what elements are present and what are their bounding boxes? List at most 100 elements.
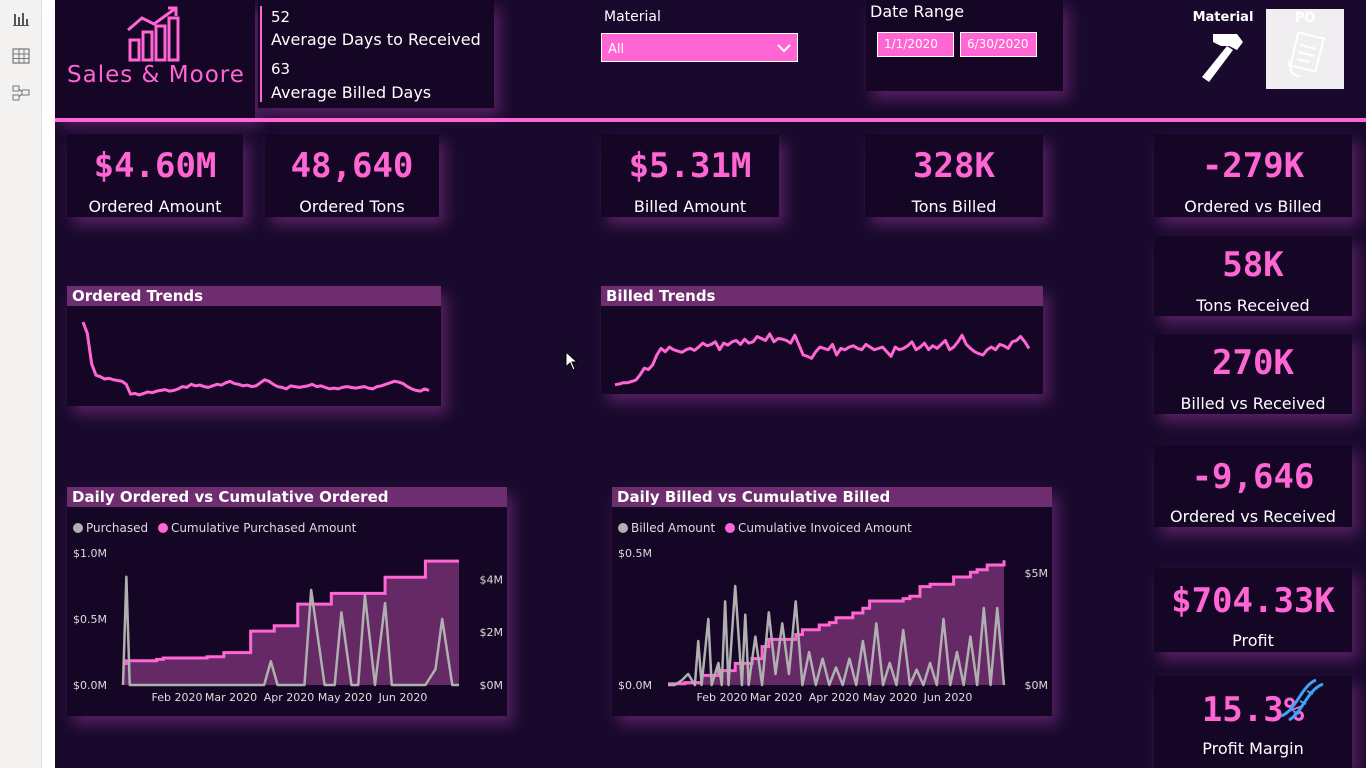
hammer-icon <box>1202 34 1243 82</box>
report-view-icon[interactable] <box>12 11 30 27</box>
daily-ordered-y-left-tick: $0.5M <box>73 613 107 626</box>
daily-ordered-cumulative-line <box>123 559 459 665</box>
date-range-slicer: Date Range 1/1/2020 6/30/2020 <box>866 0 1063 91</box>
daily-ordered-x-tick: May 2020 <box>318 691 372 704</box>
card-divider <box>260 6 262 102</box>
document-icon <box>1287 31 1325 78</box>
tons-billed-value: 328K <box>913 146 995 186</box>
logo-panel: Sales & Moore <box>55 0 255 118</box>
brand-name: Sales & Moore <box>67 62 245 88</box>
material-nav-button[interactable]: Material <box>1191 8 1255 90</box>
billed-vs-received-card: 270K Billed vs Received <box>1154 334 1352 414</box>
profit-margin-card: 15.3% Profit Margin <box>1154 676 1352 768</box>
daily-ordered-y-right-tick: $0M <box>480 679 504 692</box>
left-nav-bar <box>0 0 42 768</box>
legend-purchased: Purchased <box>86 521 149 535</box>
material-slicer-label: Material <box>604 9 661 25</box>
ordered-trends-panel: Ordered Trends <box>67 286 441 406</box>
legend-dot-cumulative-invoiced <box>725 523 736 533</box>
ordered-vs-billed-card: -279K Ordered vs Billed <box>1154 134 1352 217</box>
legend-cumulative-purchased: Cumulative Purchased Amount <box>170 521 357 535</box>
report-canvas: Sales & Moore 52 Average Days to Receive… <box>55 0 1366 768</box>
ordered-amount-label: Ordered Amount <box>88 197 222 216</box>
avg-days-received-value: 52 <box>271 8 291 26</box>
billed-vs-received-value: 270K <box>1212 343 1294 383</box>
daily-billed-daily-line <box>668 584 1006 687</box>
ordered-amount-card: $4.60M Ordered Amount <box>67 134 243 217</box>
daily-billed-x-tick: Feb 2020 <box>697 691 748 704</box>
legend-dot-cumulative-purchased <box>157 523 168 533</box>
daily-ordered-y-left-tick: $1.0M <box>73 547 107 560</box>
data-view-icon[interactable] <box>12 48 30 64</box>
billed-vs-received-label: Billed vs Received <box>1180 394 1326 413</box>
daily-billed-legend: Billed Amount Cumulative Invoiced Amount <box>618 521 912 535</box>
daily-ordered-y-left-tick: $0.0M <box>73 679 107 692</box>
tons-billed-card: 328K Tons Billed <box>865 134 1043 217</box>
daily-ordered-cumulative-area <box>123 561 459 685</box>
profit-label: Profit <box>1232 631 1274 650</box>
daily-ordered-x-tick: Jun 2020 <box>378 691 428 704</box>
profit-card: $704.33K Profit <box>1154 568 1352 652</box>
tons-billed-label: Tons Billed <box>911 197 997 216</box>
daily-ordered-chart: $0.0M $0.5M $1.0M $0M $2M $4M Feb 2020 Mar 2020… <box>73 547 504 704</box>
billed-trends-title: Billed Trends <box>601 286 1043 306</box>
billed-amount-card: $5.31M Billed Amount <box>601 134 779 217</box>
legend-billed-amount: Billed Amount <box>631 521 716 535</box>
chevron-down-icon <box>777 44 791 53</box>
daily-ordered-panel: Daily Ordered vs Cumulative Ordered Purc… <box>67 487 507 716</box>
billed-amount-label: Billed Amount <box>633 197 747 216</box>
profit-margin-value: 15.3% <box>1201 690 1305 730</box>
canvas-gutter <box>42 0 55 768</box>
profit-value: $704.33K <box>1171 581 1335 621</box>
model-view-icon[interactable] <box>12 85 30 101</box>
po-nav-button-label: PO <box>1294 11 1316 26</box>
daily-ordered-x-tick: Apr 2020 <box>264 691 315 704</box>
billed-amount-value: $5.31M <box>628 146 752 186</box>
ordered-trends-chart <box>81 321 430 397</box>
header-divider <box>55 118 1366 122</box>
ordered-vs-received-card: -9,646 Ordered vs Received <box>1154 445 1352 527</box>
daily-billed-panel: Daily Billed vs Cumulative Billed Billed… <box>612 487 1052 716</box>
daily-billed-x-tick: Mar 2020 <box>750 691 802 704</box>
billed-trends-series-line <box>614 332 1031 387</box>
ordered-trends-title: Ordered Trends <box>67 286 441 306</box>
daily-ordered-legend: Purchased Cumulative Purchased Amount <box>73 521 356 535</box>
daily-billed-x-tick: Jun 2020 <box>923 691 973 704</box>
daily-ordered-x-tick: Mar 2020 <box>205 691 257 704</box>
daily-ordered-daily-line <box>121 575 459 687</box>
date-range-label: Date Range <box>870 2 965 21</box>
daily-billed-y-left-tick: $0.0M <box>618 679 652 692</box>
legend-dot-purchased <box>73 523 83 533</box>
tons-received-label: Tons Received <box>1196 296 1310 315</box>
daily-billed-x-tick: Apr 2020 <box>809 691 860 704</box>
daily-billed-y-right-tick: $0M <box>1025 679 1049 692</box>
bar-chart-logo-icon <box>127 6 180 62</box>
ordered-tons-label: Ordered Tons <box>299 197 405 216</box>
average-days-card: 52 Average Days to Received 63 Average B… <box>258 0 494 108</box>
material-nav-button-label: Material <box>1192 10 1254 25</box>
profit-margin-label: Profit Margin <box>1202 739 1304 758</box>
daily-ordered-y-right-tick: $2M <box>480 626 504 639</box>
ordered-vs-received-value: -9,646 <box>1191 457 1315 497</box>
ordered-vs-billed-value: -279K <box>1201 146 1305 186</box>
billed-trends-chart <box>614 332 1031 387</box>
end-date-input[interactable]: 6/30/2020 <box>960 32 1037 57</box>
daily-ordered-title: Daily Ordered vs Cumulative Ordered <box>67 487 507 507</box>
ordered-vs-billed-label: Ordered vs Billed <box>1184 197 1322 216</box>
daily-ordered-y-right-tick: $4M <box>480 573 504 586</box>
po-nav-button[interactable]: PO <box>1266 9 1344 89</box>
legend-dot-billed <box>618 523 628 533</box>
daily-billed-title: Daily Billed vs Cumulative Billed <box>612 487 1052 507</box>
daily-billed-chart: $0.0M $0.5M $0M $5M Feb 2020 Mar 2020 Apr 2020… <box>618 547 1049 704</box>
avg-billed-days-label: Average Billed Days <box>271 83 432 102</box>
material-dropdown-value: All <box>608 42 625 57</box>
material-dropdown[interactable]: All <box>601 33 798 62</box>
legend-cumulative-invoiced: Cumulative Invoiced Amount <box>738 521 912 535</box>
ordered-amount-value: $4.60M <box>93 146 217 186</box>
ordered-tons-card: 48,640 Ordered Tons <box>265 134 439 217</box>
ordered-tons-value: 48,640 <box>290 146 414 186</box>
tons-received-card: 58K Tons Received <box>1154 236 1352 316</box>
avg-days-received-label: Average Days to Received <box>271 30 481 49</box>
daily-ordered-x-tick: Feb 2020 <box>152 691 203 704</box>
start-date-input[interactable]: 1/1/2020 <box>877 32 954 57</box>
